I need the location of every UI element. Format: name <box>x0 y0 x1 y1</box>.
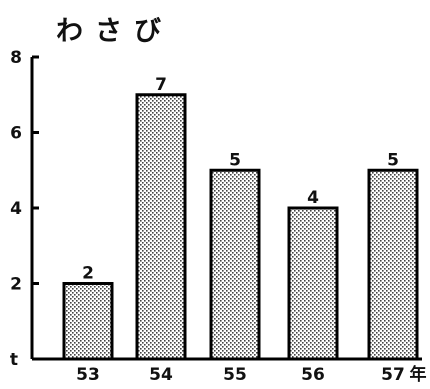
bar-56 <box>287 206 339 361</box>
value-label-55: 5 <box>229 150 241 170</box>
x-tick-label-56: 56 <box>301 365 325 385</box>
value-label-57: 5 <box>387 150 399 170</box>
bar-53 <box>62 282 114 361</box>
x-axis-unit-label: 年 <box>410 364 427 385</box>
bar-54 <box>135 93 187 361</box>
x-tick-label-57: 57 <box>381 365 405 385</box>
y-tick-label-6: 6 <box>10 124 22 144</box>
bar-55 <box>209 168 261 361</box>
y-axis-unit-label: t <box>10 350 18 370</box>
x-tick-label-53: 53 <box>76 365 100 385</box>
value-labels-group: 2 7 5 4 5 <box>82 75 399 284</box>
y-axis-ticks: 8 6 4 2 <box>10 48 39 295</box>
x-tick-label-54: 54 <box>149 365 173 385</box>
chart-title: わさび <box>56 16 173 47</box>
y-tick-label-2: 2 <box>10 275 22 295</box>
value-label-56: 4 <box>307 188 319 208</box>
y-tick-label-4: 4 <box>10 199 22 219</box>
bars-group <box>62 93 419 361</box>
x-tick-label-55: 55 <box>223 365 247 385</box>
x-axis-labels: 53 54 55 56 57 <box>76 365 405 385</box>
value-label-53: 2 <box>82 264 94 284</box>
y-tick-label-8: 8 <box>10 48 22 68</box>
value-label-54: 7 <box>155 75 167 95</box>
bar-57 <box>367 168 419 361</box>
